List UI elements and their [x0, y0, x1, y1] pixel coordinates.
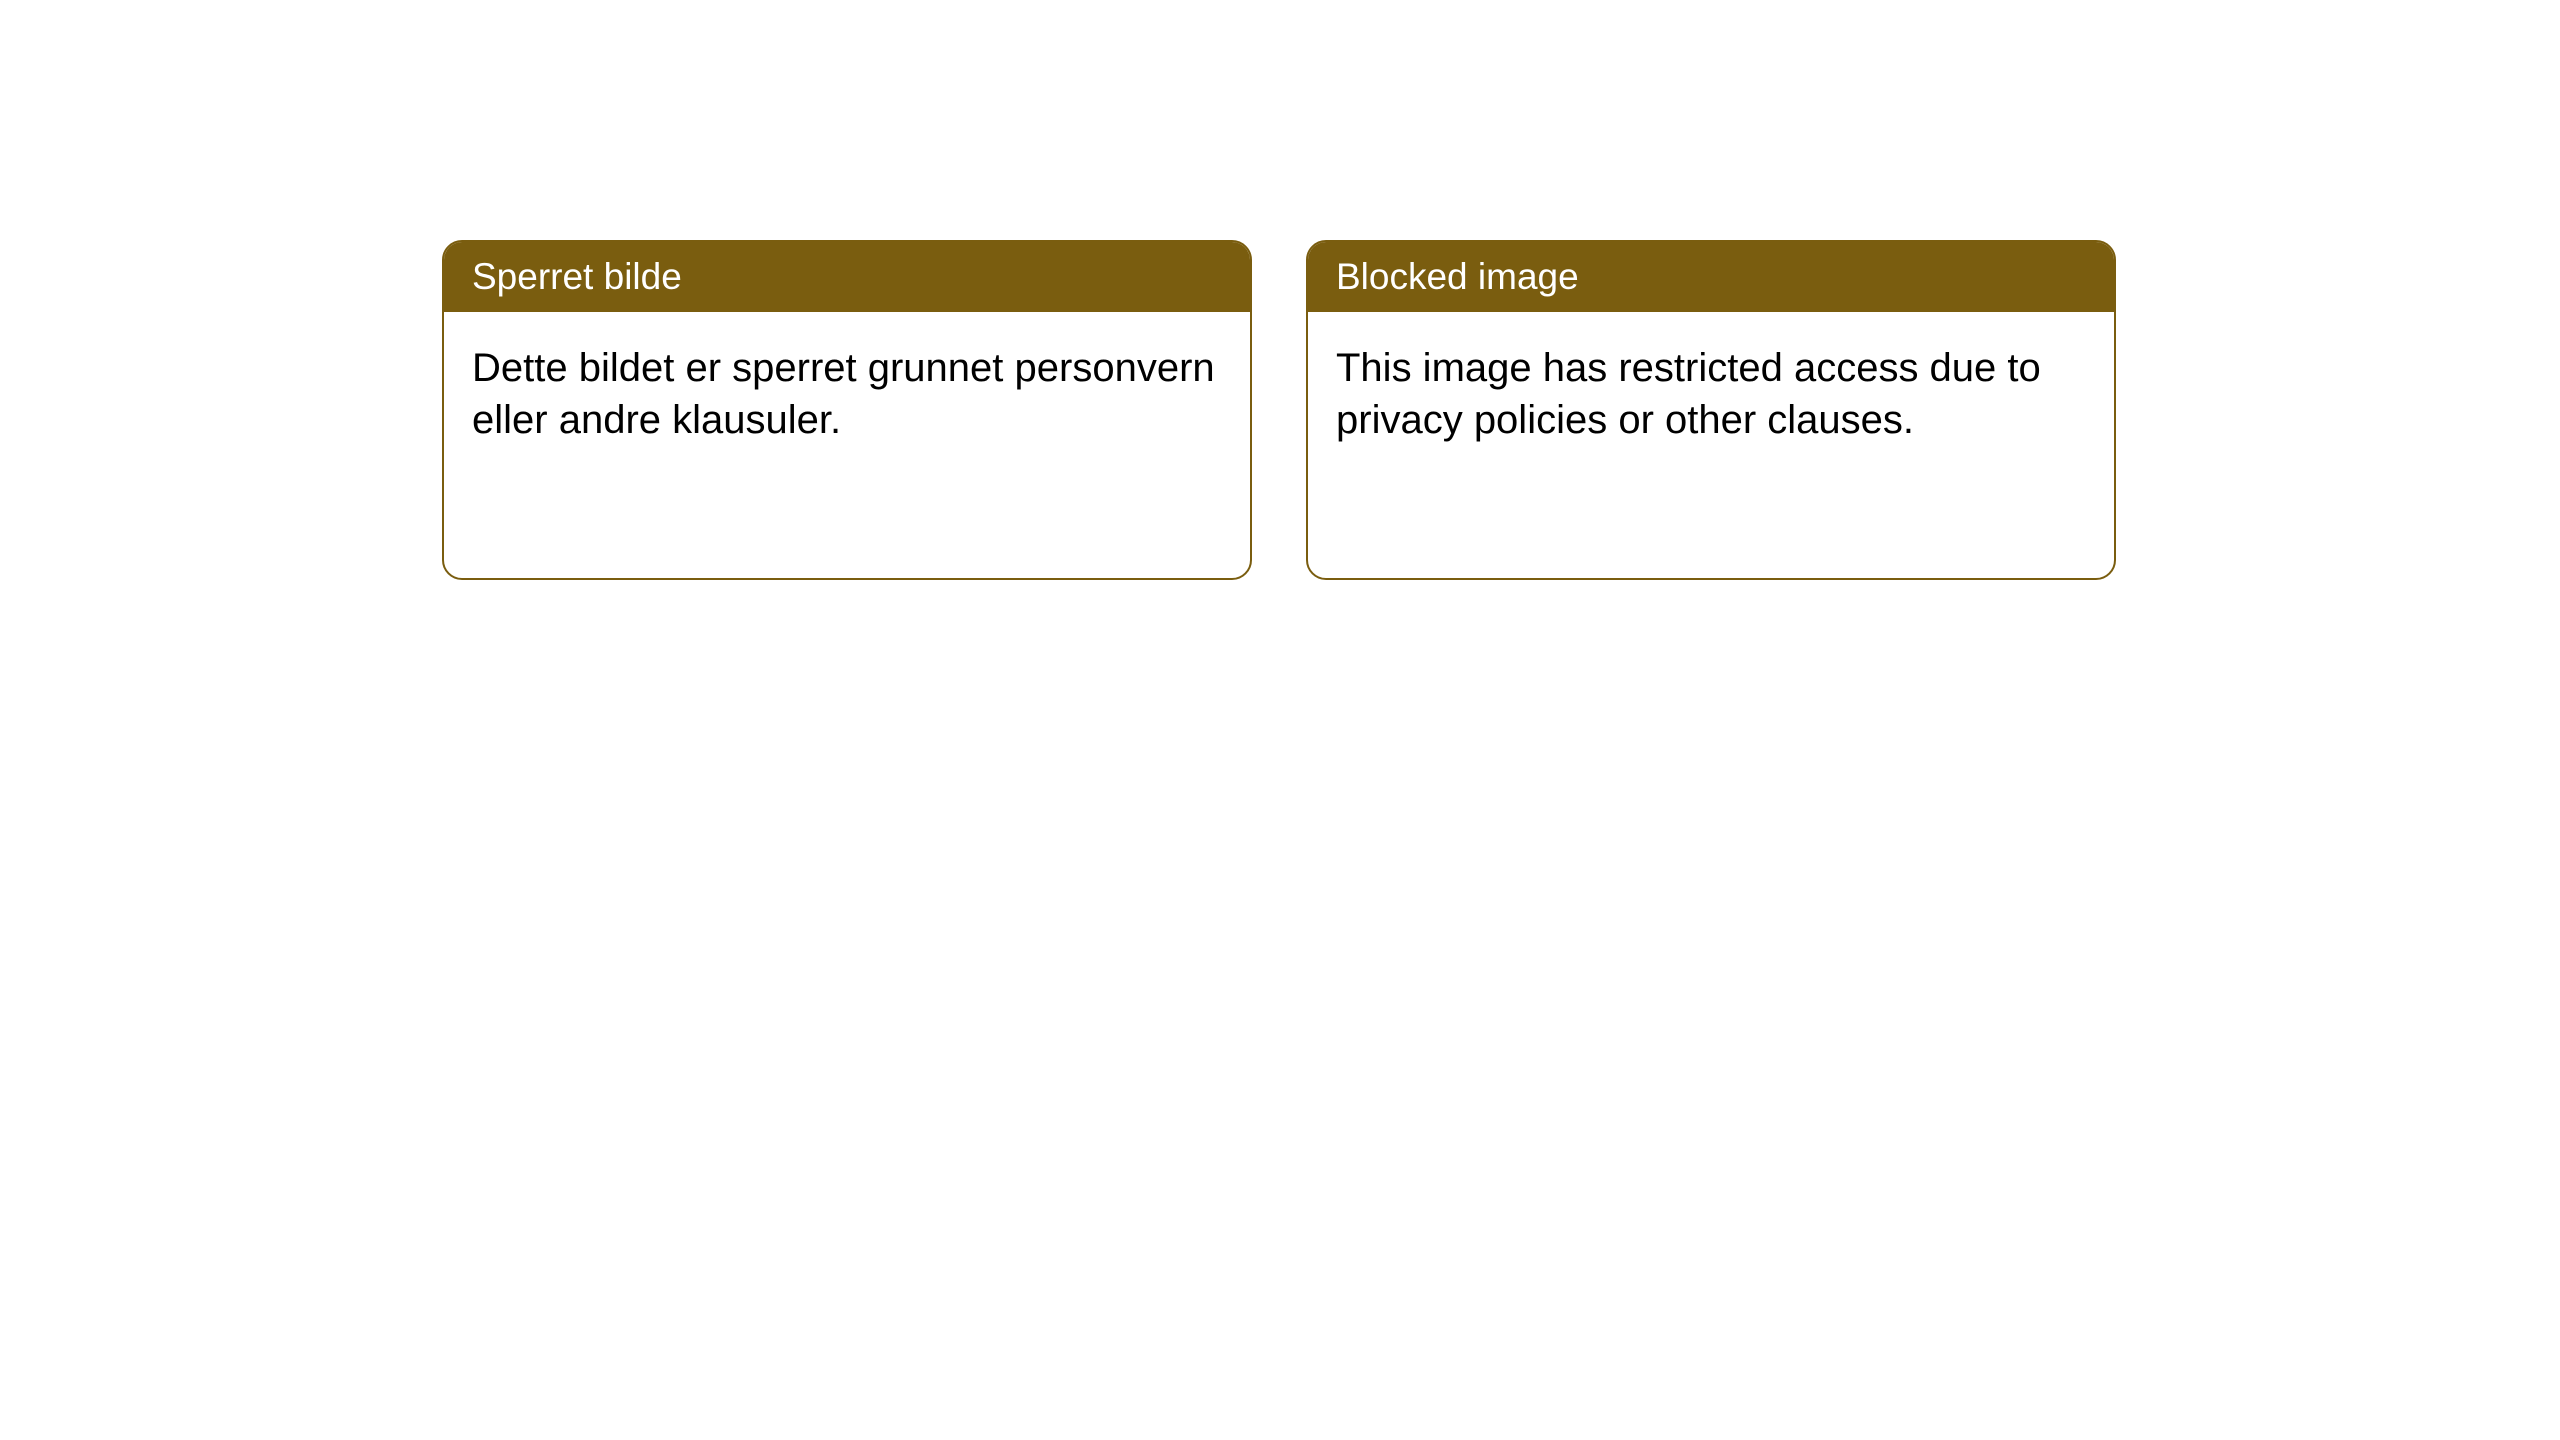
- card-body-no: Dette bildet er sperret grunnet personve…: [444, 312, 1250, 476]
- card-body-en: This image has restricted access due to …: [1308, 312, 2114, 476]
- blocked-image-card-en: Blocked image This image has restricted …: [1306, 240, 2116, 580]
- card-header-en: Blocked image: [1308, 242, 2114, 312]
- card-header-no: Sperret bilde: [444, 242, 1250, 312]
- blocked-image-card-no: Sperret bilde Dette bildet er sperret gr…: [442, 240, 1252, 580]
- cards-container: Sperret bilde Dette bildet er sperret gr…: [442, 240, 2116, 580]
